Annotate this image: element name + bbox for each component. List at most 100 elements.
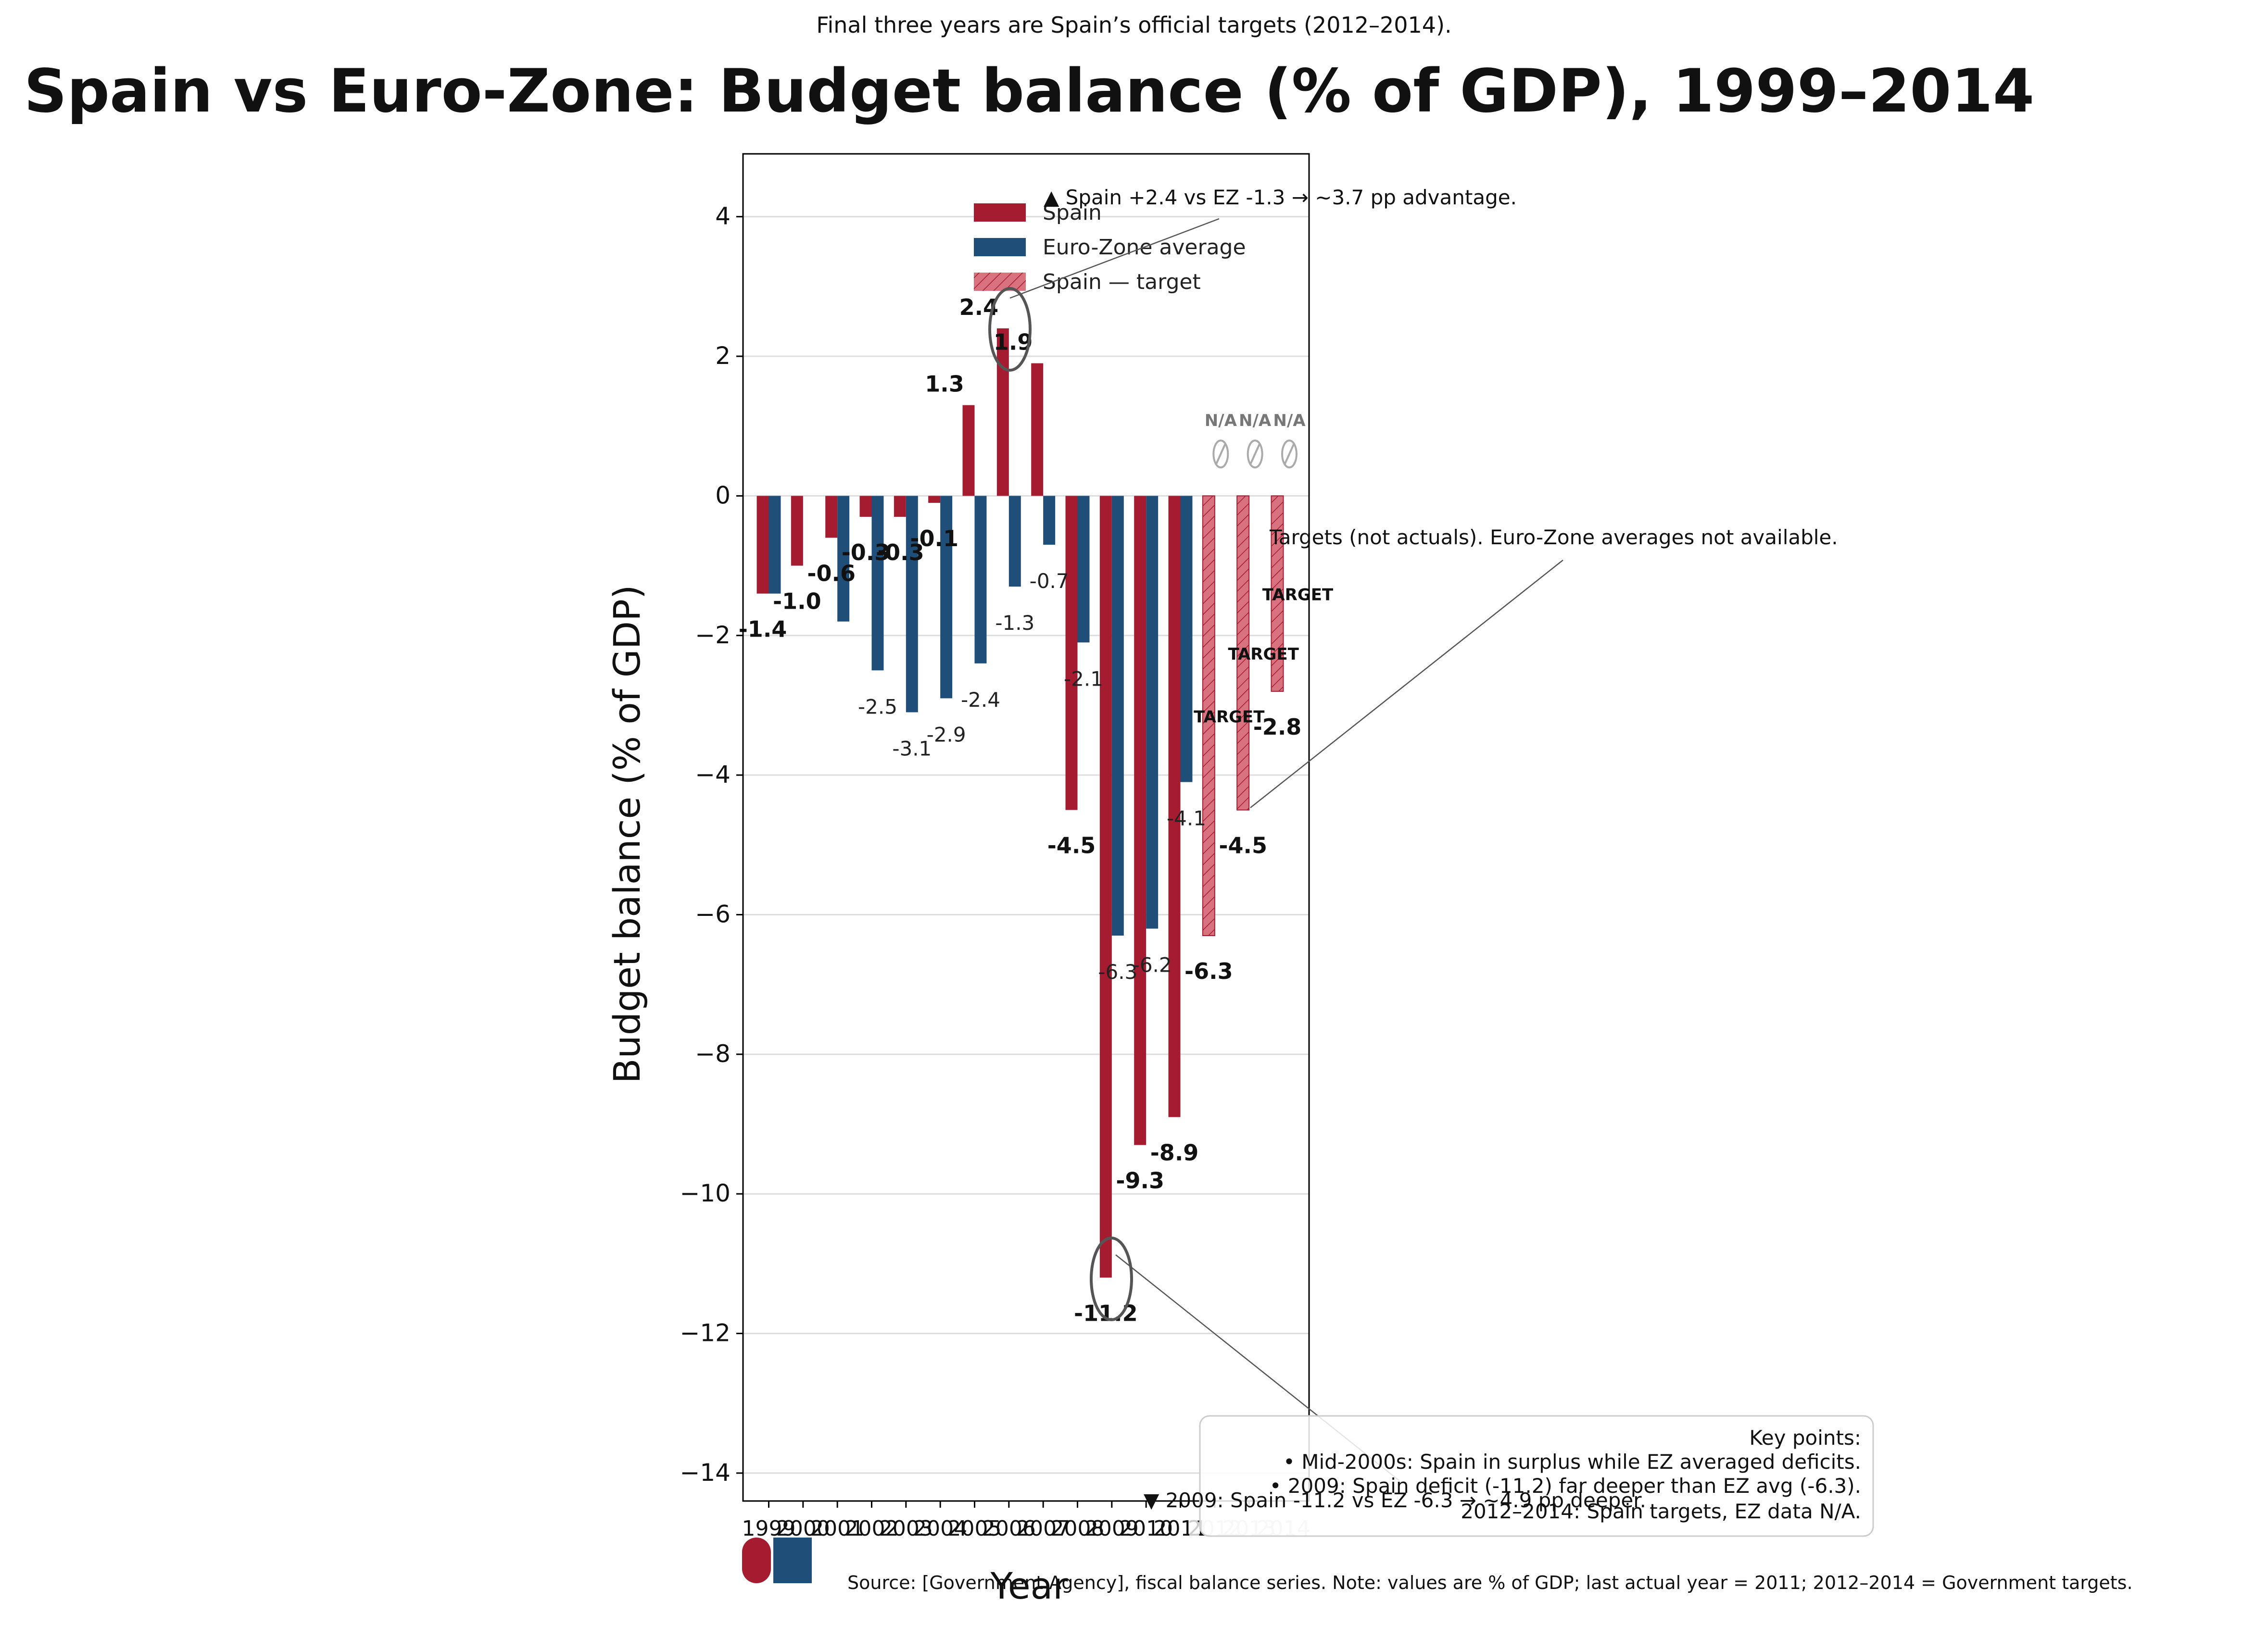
eurozone-value-label: -6.2 [1133, 953, 1172, 977]
x-tick-label: 2002 [845, 1516, 899, 1541]
target-label: TARGET [1194, 708, 1265, 727]
eurozone-na-label: N/A [1273, 411, 1306, 430]
eurozone-bar [974, 496, 987, 663]
y-tick-label: 4 [715, 202, 731, 230]
eurozone-value-label: -6.3 [1098, 960, 1137, 984]
x-tick-label: 2000 [776, 1516, 830, 1541]
eurozone-bar [1146, 496, 1159, 929]
x-tick-label: 2011 [1154, 1516, 1208, 1541]
x-tick-label: 1999 [742, 1516, 796, 1541]
x-tick-label: 2007 [1016, 1516, 1070, 1541]
logo-red-block [742, 1538, 771, 1583]
logo-blue-block [773, 1538, 812, 1583]
targets-annotation: Targets (not actuals). Euro-Zone average… [1269, 525, 1838, 549]
eurozone-value-label: -2.9 [927, 723, 966, 746]
key-point-2: • 2009: Spain deficit (-11.2) far deeper… [1270, 1474, 1861, 1498]
legend-swatch-target [974, 273, 1026, 291]
spain-bar [1065, 496, 1078, 810]
spain-bar [928, 496, 941, 503]
y-tick-label: −2 [695, 621, 731, 649]
plot-frame [742, 153, 1310, 1502]
spain-value-label: -0.1 [910, 525, 958, 551]
annotations: ▲ Spain +2.4 vs EZ -1.3 → ~3.7 pp advant… [988, 186, 1874, 1537]
na-marker-slash [1215, 444, 1226, 464]
x-tick-label: 2003 [879, 1516, 933, 1541]
legend: Spain Euro-Zone average Spain — target [974, 200, 1246, 294]
eurozone-value-label: -2.4 [961, 688, 1000, 712]
eurozone-value-label: -4.1 [1167, 807, 1206, 830]
na-marker [1281, 439, 1298, 469]
spain-value-label: -8.9 [1150, 1140, 1199, 1166]
legend-entry-spain: Spain [1043, 200, 1102, 225]
x-tick-label: 2006 [982, 1516, 1036, 1541]
y-tick-label: 0 [715, 481, 731, 509]
data-labels: -1.4-1.0-0.6-0.3-2.5-0.3-3.1-0.1-2.91.3-… [739, 294, 1334, 1326]
key-points-title: Key points: [1749, 1426, 1861, 1450]
legend-swatch-spain [974, 203, 1026, 222]
spain-bar [1099, 496, 1112, 1278]
spain-value-label: 1.3 [925, 371, 964, 397]
spain-value-label: -4.5 [1219, 833, 1267, 859]
legend-swatch-eurozone [974, 238, 1026, 256]
y-axis-label: Budget balance (% of GDP) [605, 585, 648, 1083]
peak-annotation-leader [1009, 218, 1220, 299]
y-tick-label: −8 [695, 1040, 731, 1068]
eurozone-value-label: -3.1 [892, 737, 932, 760]
spain-value-label: -0.3 [842, 539, 890, 565]
eurozone-bar [1077, 496, 1090, 643]
spain-target-bar [1271, 495, 1284, 692]
target-label: TARGET [1262, 586, 1334, 605]
chart-subtitle: Final three years are Spain’s official t… [816, 12, 1451, 38]
y-tick-label: −12 [680, 1319, 731, 1347]
spain-value-label: -6.3 [1184, 958, 1233, 984]
x-tick-label: 2001 [810, 1516, 864, 1541]
spain-target-bar [1202, 495, 1215, 937]
eurozone-bar [906, 496, 918, 713]
spain-bar [1168, 496, 1181, 1117]
source-note: Source: [Government Agency], fiscal bala… [847, 1572, 2133, 1593]
eurozone-value-label: -1.3 [995, 611, 1034, 635]
spain-bar [825, 496, 838, 538]
logo [742, 1538, 812, 1583]
spain-bar [894, 496, 906, 517]
legend-entry-target: Spain — target [1043, 270, 1201, 294]
y-tick-label: −10 [680, 1179, 731, 1207]
eurozone-value-label: -0.7 [1030, 569, 1069, 593]
spain-bar [791, 496, 803, 566]
spain-bar [962, 405, 975, 496]
na-marker [1212, 439, 1229, 469]
y-tick-label: −14 [680, 1459, 731, 1487]
key-points-box [1199, 1415, 1874, 1537]
spain-value-label: -2.8 [1253, 714, 1302, 740]
spain-bar [1134, 496, 1147, 1145]
spain-value-label: -9.3 [1116, 1168, 1164, 1194]
na-marker-slash [1284, 444, 1295, 464]
peak-highlight-ellipse [988, 287, 1032, 372]
na-marker-slash [1249, 444, 1260, 464]
spain-value-label: -0.3 [876, 539, 924, 565]
eurozone-bar [1111, 496, 1124, 936]
x-tick-label: 2005 [948, 1516, 1002, 1541]
eurozone-bar [940, 496, 953, 699]
eurozone-bar [837, 496, 850, 622]
eurozone-bar [769, 496, 781, 594]
spain-bar [756, 496, 769, 594]
x-tick-label: 2004 [913, 1516, 967, 1541]
peak-annotation: ▲ Spain +2.4 vs EZ -1.3 → ~3.7 pp advant… [1044, 186, 1517, 209]
spain-bar [1031, 363, 1044, 496]
x-tick-label: 2010 [1119, 1516, 1173, 1541]
axes: 4 2 0 −2 −4 −6 −8 −10 −12 −14 19992000200120022003… [680, 153, 1310, 1541]
key-point-1: • Mid-2000s: Spain in surplus while EZ a… [1283, 1450, 1861, 1474]
eurozone-bar [1008, 496, 1021, 587]
spain-bar [996, 328, 1009, 496]
eurozone-value-label: -2.5 [858, 695, 897, 718]
eurozone-bar [1043, 496, 1056, 545]
target-label: TARGET [1228, 645, 1299, 664]
eurozone-na-label: N/A [1205, 411, 1237, 430]
eurozone-value-label: -2.1 [1064, 667, 1103, 690]
targets-annotation-leader [1250, 560, 1563, 808]
eurozone-bar [871, 496, 884, 671]
trough-highlight-ellipse [1090, 1237, 1133, 1321]
trough-annotation: ▼ 2009: Spain -11.2 vs EZ -6.3 → ~4.9 pp… [1144, 1488, 1646, 1512]
